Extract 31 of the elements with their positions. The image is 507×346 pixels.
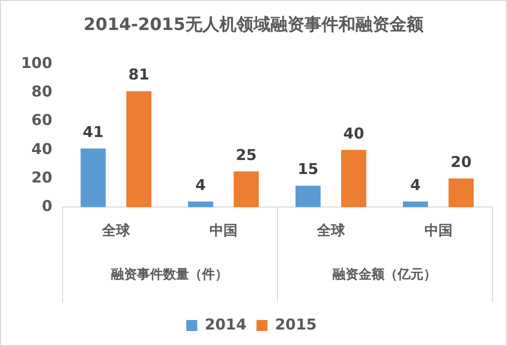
bar xyxy=(295,186,321,208)
x-tick-label: 全球 xyxy=(101,223,132,240)
y-tick-label: 100 xyxy=(21,54,52,72)
data-label: 4 xyxy=(410,176,421,194)
data-label: 25 xyxy=(236,146,257,164)
bar xyxy=(402,201,428,208)
x-tick-label: 全球 xyxy=(316,223,346,240)
data-label: 20 xyxy=(450,152,472,171)
bar xyxy=(188,201,214,208)
y-tick-label: 60 xyxy=(31,111,52,130)
bar xyxy=(341,150,366,208)
bar xyxy=(126,91,152,208)
y-tick-label: 80 xyxy=(31,82,52,101)
data-label: 15 xyxy=(298,160,318,178)
bar xyxy=(80,148,106,208)
x-tick-label: 中国 xyxy=(424,223,452,240)
x-tick-label: 中国 xyxy=(209,223,238,240)
text: 融资金额（亿元） xyxy=(332,266,437,283)
legend-label: 2015 xyxy=(275,315,317,334)
data-label: 81 xyxy=(128,66,150,84)
text: 融资事件数量（件） xyxy=(111,268,228,283)
y-tick-label: 20 xyxy=(31,168,52,186)
data-label: 41 xyxy=(82,122,104,141)
data-label: 40 xyxy=(343,124,364,142)
y-tick-label: 40 xyxy=(31,140,52,158)
data-label: 4 xyxy=(195,176,206,194)
bar xyxy=(234,171,259,208)
bar xyxy=(448,178,474,208)
y-tick-label: 0 xyxy=(42,197,52,216)
legend-label: 2014 xyxy=(204,315,246,334)
chart-title: 2014-2015无人机领域融资事件和融资金额 xyxy=(82,14,424,36)
